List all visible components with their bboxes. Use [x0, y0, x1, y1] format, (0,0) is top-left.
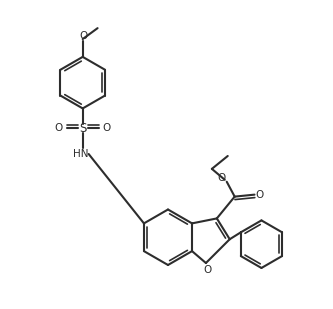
Text: O: O: [218, 173, 226, 183]
Text: O: O: [204, 265, 212, 275]
Text: O: O: [102, 123, 111, 133]
Text: HN: HN: [73, 149, 89, 159]
Text: O: O: [80, 31, 88, 41]
Text: O: O: [255, 190, 264, 200]
Text: S: S: [79, 122, 86, 135]
Text: O: O: [55, 123, 63, 133]
